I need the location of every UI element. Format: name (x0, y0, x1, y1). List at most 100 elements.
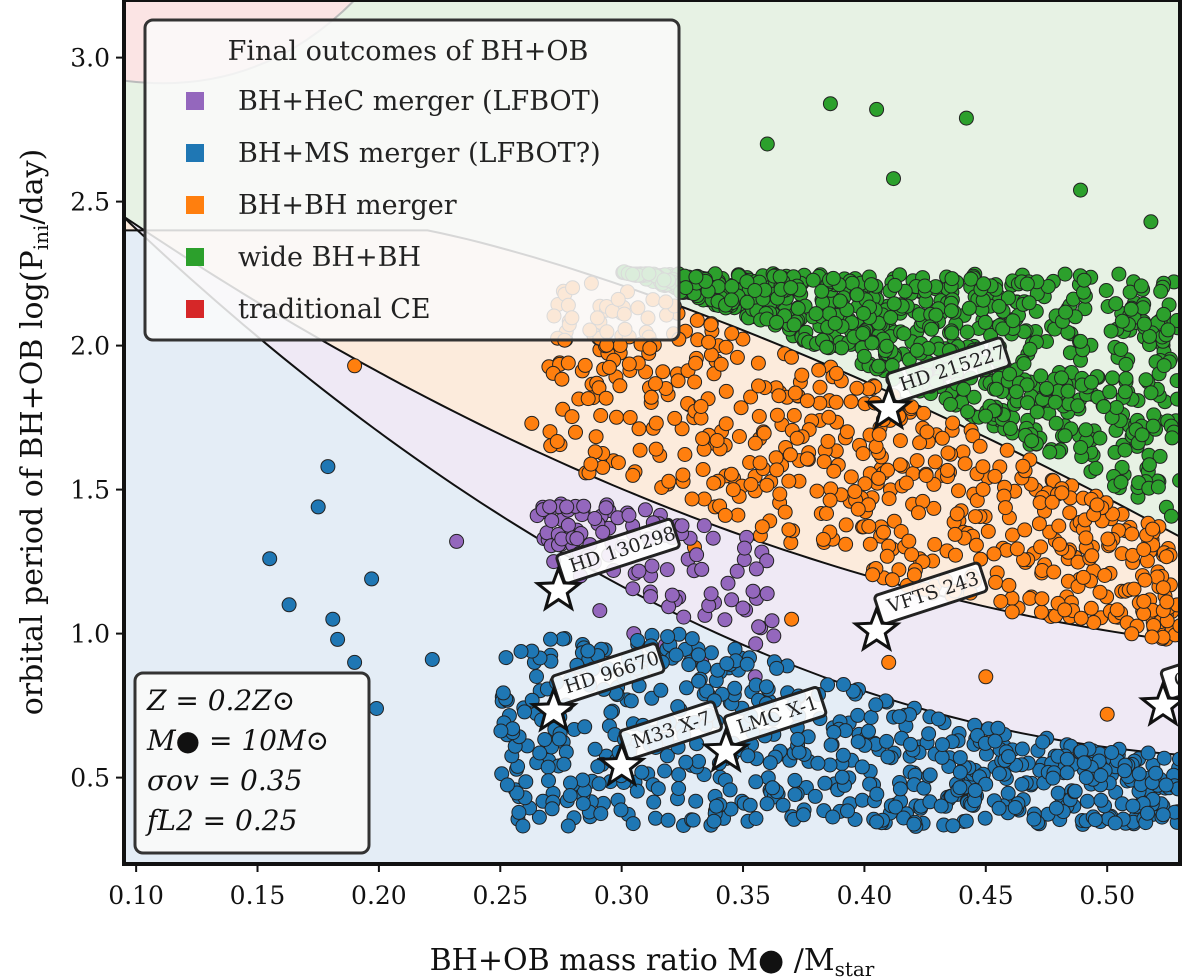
point-bhbh-merger (898, 475, 914, 491)
system-star-marker (701, 725, 752, 773)
point-bhbh-merger (703, 317, 719, 333)
point-hec-merger (587, 511, 603, 526)
point-bhbh-merger (593, 408, 609, 423)
point-wide-bhbh (1118, 356, 1134, 372)
point-bhbh-merger (881, 491, 897, 507)
point-hec-merger (689, 547, 705, 563)
point-wide-bhbh (1024, 433, 1040, 449)
point-ms-merger (691, 673, 707, 689)
point-wide-bhbh (1033, 368, 1049, 384)
point-bhbh-merger (1136, 593, 1152, 609)
point-bhbh-merger (601, 359, 617, 375)
point-bhbh-merger (667, 410, 683, 426)
point-bhbh-merger (1159, 594, 1175, 610)
point-ms-merger (1117, 763, 1133, 779)
point-ms-merger (1093, 792, 1109, 808)
point-bhbh-merger (1083, 600, 1099, 616)
x-tick-label: 0.50 (1079, 881, 1135, 910)
point-ms-merger (759, 679, 774, 695)
point-bhbh-merger (622, 410, 638, 425)
point-ms-merger (879, 733, 895, 749)
point-hec-merger (542, 499, 558, 515)
point-ms-merger (987, 733, 1003, 749)
point-wide-bhbh (977, 314, 993, 330)
point-hec-merger (676, 609, 692, 625)
point-bhbh-merger (1009, 541, 1025, 557)
point-ms-merger (575, 772, 591, 788)
point-bhbh-merger (892, 433, 908, 449)
point-bhbh-merger (751, 378, 766, 394)
point-wide-bhbh (887, 277, 903, 293)
point-wide-bhbh (1105, 370, 1120, 386)
point-hec-merger (598, 500, 614, 516)
point-wide-bhbh (917, 278, 933, 294)
point-ms-merger (563, 775, 578, 791)
point-bhbh-merger (1001, 577, 1017, 593)
point-ms-merger (560, 818, 576, 834)
point-bhbh-merger (621, 356, 637, 372)
point-bhbh-merger (1052, 536, 1067, 552)
point-wide-bhbh (943, 396, 958, 412)
point-wide-bhbh (1142, 328, 1157, 344)
point-ms-merger (825, 809, 841, 825)
point-bhbh-merger (729, 349, 745, 365)
point-bhbh-merger (706, 475, 722, 491)
point-bhbh-merger (862, 536, 878, 552)
point-ms-merger (1059, 751, 1075, 767)
x-tick-label: 0.20 (351, 881, 407, 910)
point-bhbh-merger (718, 339, 734, 355)
point-bhbh-merger (677, 447, 693, 462)
point-ms-merger (727, 680, 743, 696)
point-bhbh-merger (999, 442, 1015, 458)
point-ms-merger (891, 709, 907, 725)
point-wide-bhbh (1073, 440, 1089, 455)
point-orange-band (881, 654, 897, 670)
point-bhbh-merger (967, 509, 983, 525)
point-wide-bhbh (1029, 404, 1045, 420)
point-hec-merger (751, 619, 767, 635)
point-bhbh-merger (892, 457, 908, 473)
point-lower (262, 551, 278, 567)
point-orange-band (784, 611, 800, 627)
point-bhbh-merger (1033, 539, 1049, 555)
point-hec-merger (696, 518, 712, 534)
point-bhbh-merger (610, 455, 626, 471)
point-bhbh-merger (747, 435, 763, 451)
point-wide-bhbh (863, 277, 879, 293)
point-ms-merger (660, 629, 676, 645)
point-bhbh-merger (904, 547, 920, 562)
legend: Final outcomes of BH+OB BH+HeC merger (L… (143, 18, 681, 342)
point-bhbh-merger (688, 355, 704, 371)
point-orange-band (524, 415, 540, 431)
point-bhbh-merger (799, 451, 815, 467)
point-bhbh-merger (1092, 584, 1108, 600)
point-bhbh-merger (909, 453, 925, 469)
point-wide-bhbh (871, 358, 887, 374)
point-ms-merger (765, 780, 780, 796)
y-axis-title-main: orbital period of BH+OB log(P (15, 250, 50, 715)
point-bhbh-merger (876, 524, 891, 540)
point-bhbh-merger (684, 491, 700, 507)
point-wide-bhbh (1143, 385, 1159, 401)
point-bhbh-merger (648, 441, 664, 457)
point-ms-merger (531, 809, 547, 825)
point-upper (869, 101, 885, 117)
point-lower (320, 459, 336, 475)
point-ms-merger (740, 748, 756, 764)
y-tick-label: 1.0 (70, 620, 110, 649)
point-ms-merger (748, 774, 764, 790)
point-ms-merger (823, 737, 839, 753)
point-wide-bhbh (1000, 290, 1016, 306)
legend-entry-label: BH+HeC merger (LFBOT) (238, 86, 600, 117)
point-bhbh-merger (822, 492, 838, 508)
point-wide-bhbh (1109, 400, 1124, 415)
point-bhbh-merger (1136, 542, 1152, 557)
point-bhbh-merger (718, 383, 734, 399)
point-bhbh-merger (598, 390, 614, 406)
point-ms-merger (1104, 745, 1120, 760)
point-bhbh-merger (777, 504, 793, 520)
param-l2-fraction: fL2 = 0.25 (145, 804, 297, 837)
point-wide-bhbh (886, 296, 902, 312)
point-bhbh-merger (733, 400, 749, 416)
point-lower (330, 631, 346, 647)
